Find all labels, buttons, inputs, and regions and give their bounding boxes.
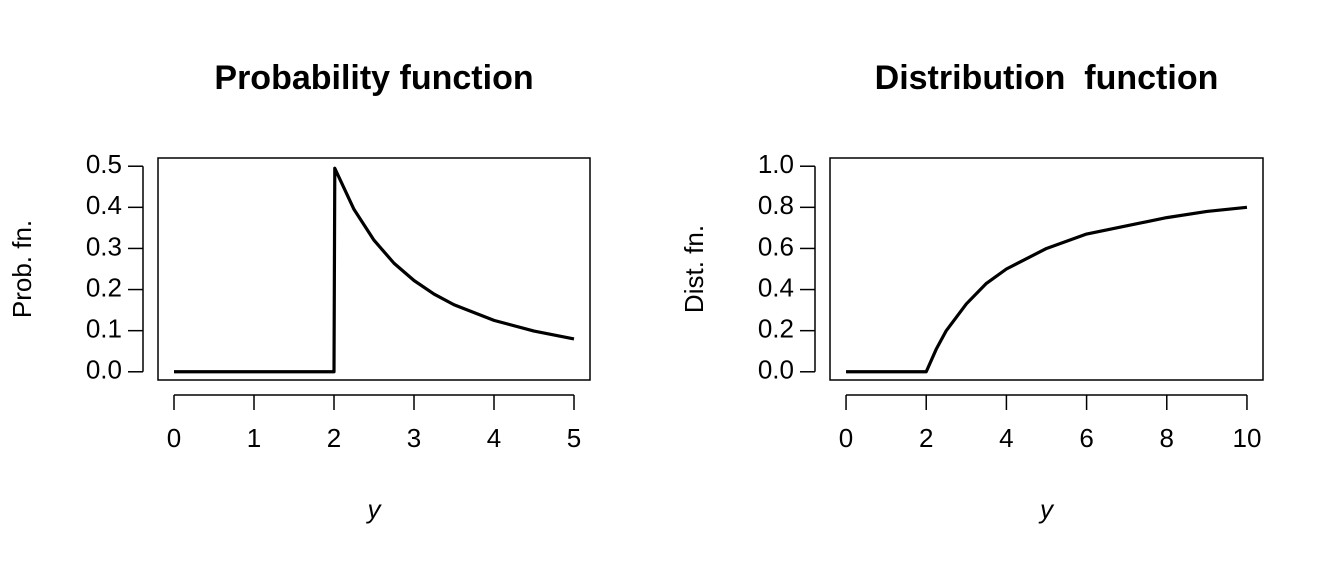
x-tick-label: 0 <box>839 423 853 453</box>
y-axis-label: Dist. fn. <box>679 225 709 313</box>
y-tick-label: 0.0 <box>758 355 794 385</box>
x-tick-label: 2 <box>919 423 933 453</box>
x-tick-label: 2 <box>327 423 341 453</box>
y-tick-label: 0.8 <box>758 190 794 220</box>
plot-box <box>157 157 591 381</box>
y-tick-label: 0.5 <box>86 149 122 179</box>
x-tick-label: 8 <box>1160 423 1174 453</box>
plot-box <box>829 157 1264 381</box>
x-tick-label: 0 <box>167 423 181 453</box>
y-tick-label: 1.0 <box>758 149 794 179</box>
x-tick-label: 5 <box>567 423 581 453</box>
y-tick-label: 0.1 <box>86 314 122 344</box>
y-tick-label: 0.2 <box>758 314 794 344</box>
x-axis-label: y <box>366 494 383 524</box>
y-tick-label: 0.4 <box>758 272 794 302</box>
x-tick-label: 1 <box>247 423 261 453</box>
y-tick-label: 0.2 <box>86 272 122 302</box>
x-tick-label: 10 <box>1233 423 1262 453</box>
data-line <box>174 166 575 374</box>
y-tick-label: 0.0 <box>86 355 122 385</box>
x-tick-label: 6 <box>1079 423 1093 453</box>
y-axis-label: Prob. fn. <box>7 220 37 318</box>
x-tick-label: 4 <box>999 423 1013 453</box>
data-line <box>846 205 1248 374</box>
y-tick-label: 0.6 <box>758 231 794 261</box>
chart-title: Probability function <box>214 59 533 97</box>
x-axis-label: y <box>1038 494 1055 524</box>
y-tick-label: 0.3 <box>86 231 122 261</box>
chart-title: Distribution function <box>875 59 1219 97</box>
x-tick-label: 3 <box>407 423 421 453</box>
x-tick-label: 4 <box>487 423 501 453</box>
y-tick-label: 0.4 <box>86 190 122 220</box>
